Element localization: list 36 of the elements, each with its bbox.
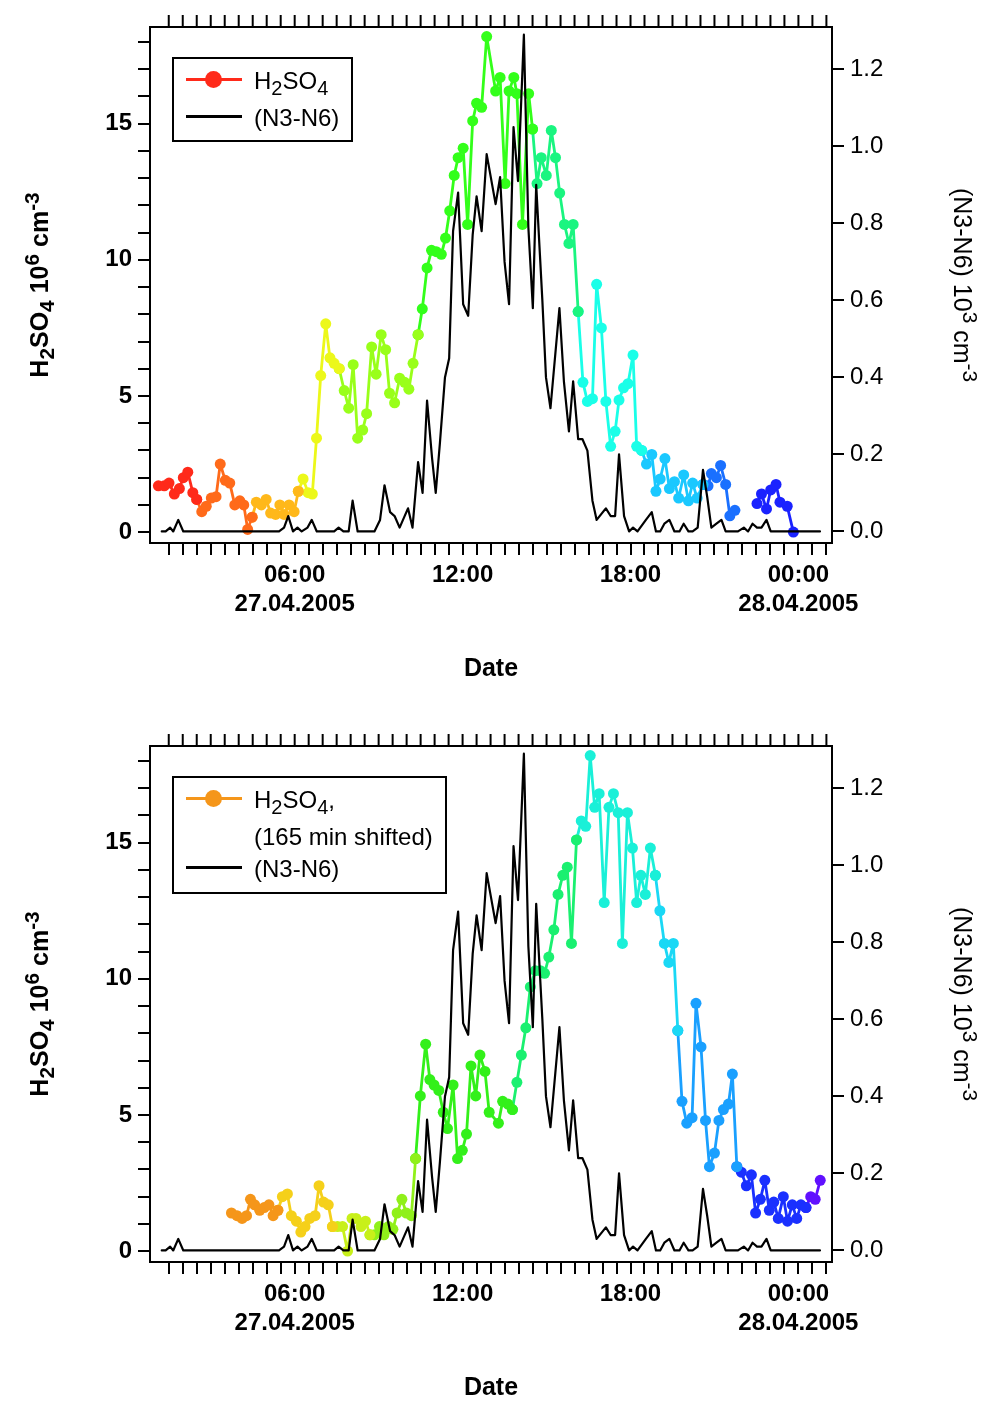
y2-tick-label: 0.4 bbox=[850, 362, 884, 390]
x-axis-title: Date bbox=[463, 652, 519, 681]
x-tick-label: 12:00 bbox=[431, 1279, 494, 1307]
y2-tick-label: 1.0 bbox=[850, 850, 884, 877]
y2-tick-label: 1.0 bbox=[850, 131, 884, 158]
y2-tick-label: 0.6 bbox=[850, 1004, 884, 1032]
legend-label: H$_{2}$SO$_{4}$, (165 min shifted) bbox=[254, 785, 433, 852]
y-tick-label: 10 bbox=[105, 244, 132, 272]
y2-tick-label: 0.6 bbox=[850, 285, 884, 313]
x-tick-label: 18:00 bbox=[599, 560, 662, 588]
y2-tick-label: 0.2 bbox=[850, 1158, 884, 1186]
y2-tick-label: 0.0 bbox=[850, 516, 884, 544]
y-tick-label: 0 bbox=[118, 516, 132, 544]
x-tick-label: 06:00 27.04.2005 bbox=[234, 560, 355, 616]
y-tick-label: 10 bbox=[105, 963, 132, 991]
y-tick-label: 15 bbox=[105, 108, 132, 136]
x-tick-label: 12:00 bbox=[431, 560, 494, 588]
x-tick-label: 06:00 27.04.2005 bbox=[234, 1279, 355, 1335]
x-axis-title: Date bbox=[463, 1371, 519, 1400]
legend-label: H$_{2}$SO$_{4}$ bbox=[254, 66, 329, 101]
x-tick-label: 00:00 28.04.2005 bbox=[738, 1279, 859, 1335]
y2-tick-label: 0.0 bbox=[850, 1235, 884, 1263]
y-tick-label: 5 bbox=[118, 380, 132, 408]
legend-label: (N3-N6) bbox=[254, 854, 340, 885]
y-tick-label: 5 bbox=[118, 1099, 132, 1127]
y2-tick-label: 1.2 bbox=[850, 53, 884, 81]
y-tick-label: 15 bbox=[105, 827, 132, 855]
x-tick-label: 00:00 28.04.2005 bbox=[738, 560, 859, 616]
y2-tick-label: 0.8 bbox=[850, 208, 884, 236]
legend-label: (N3-N6) bbox=[254, 102, 340, 133]
y2-tick-label: 1.2 bbox=[850, 772, 884, 800]
y2-tick-label: 0.8 bbox=[850, 927, 884, 955]
x-tick-label: 18:00 bbox=[599, 1279, 662, 1307]
y2-tick-label: 0.4 bbox=[850, 1081, 884, 1109]
y-tick-label: 0 bbox=[118, 1235, 132, 1263]
y2-tick-label: 0.2 bbox=[850, 439, 884, 467]
